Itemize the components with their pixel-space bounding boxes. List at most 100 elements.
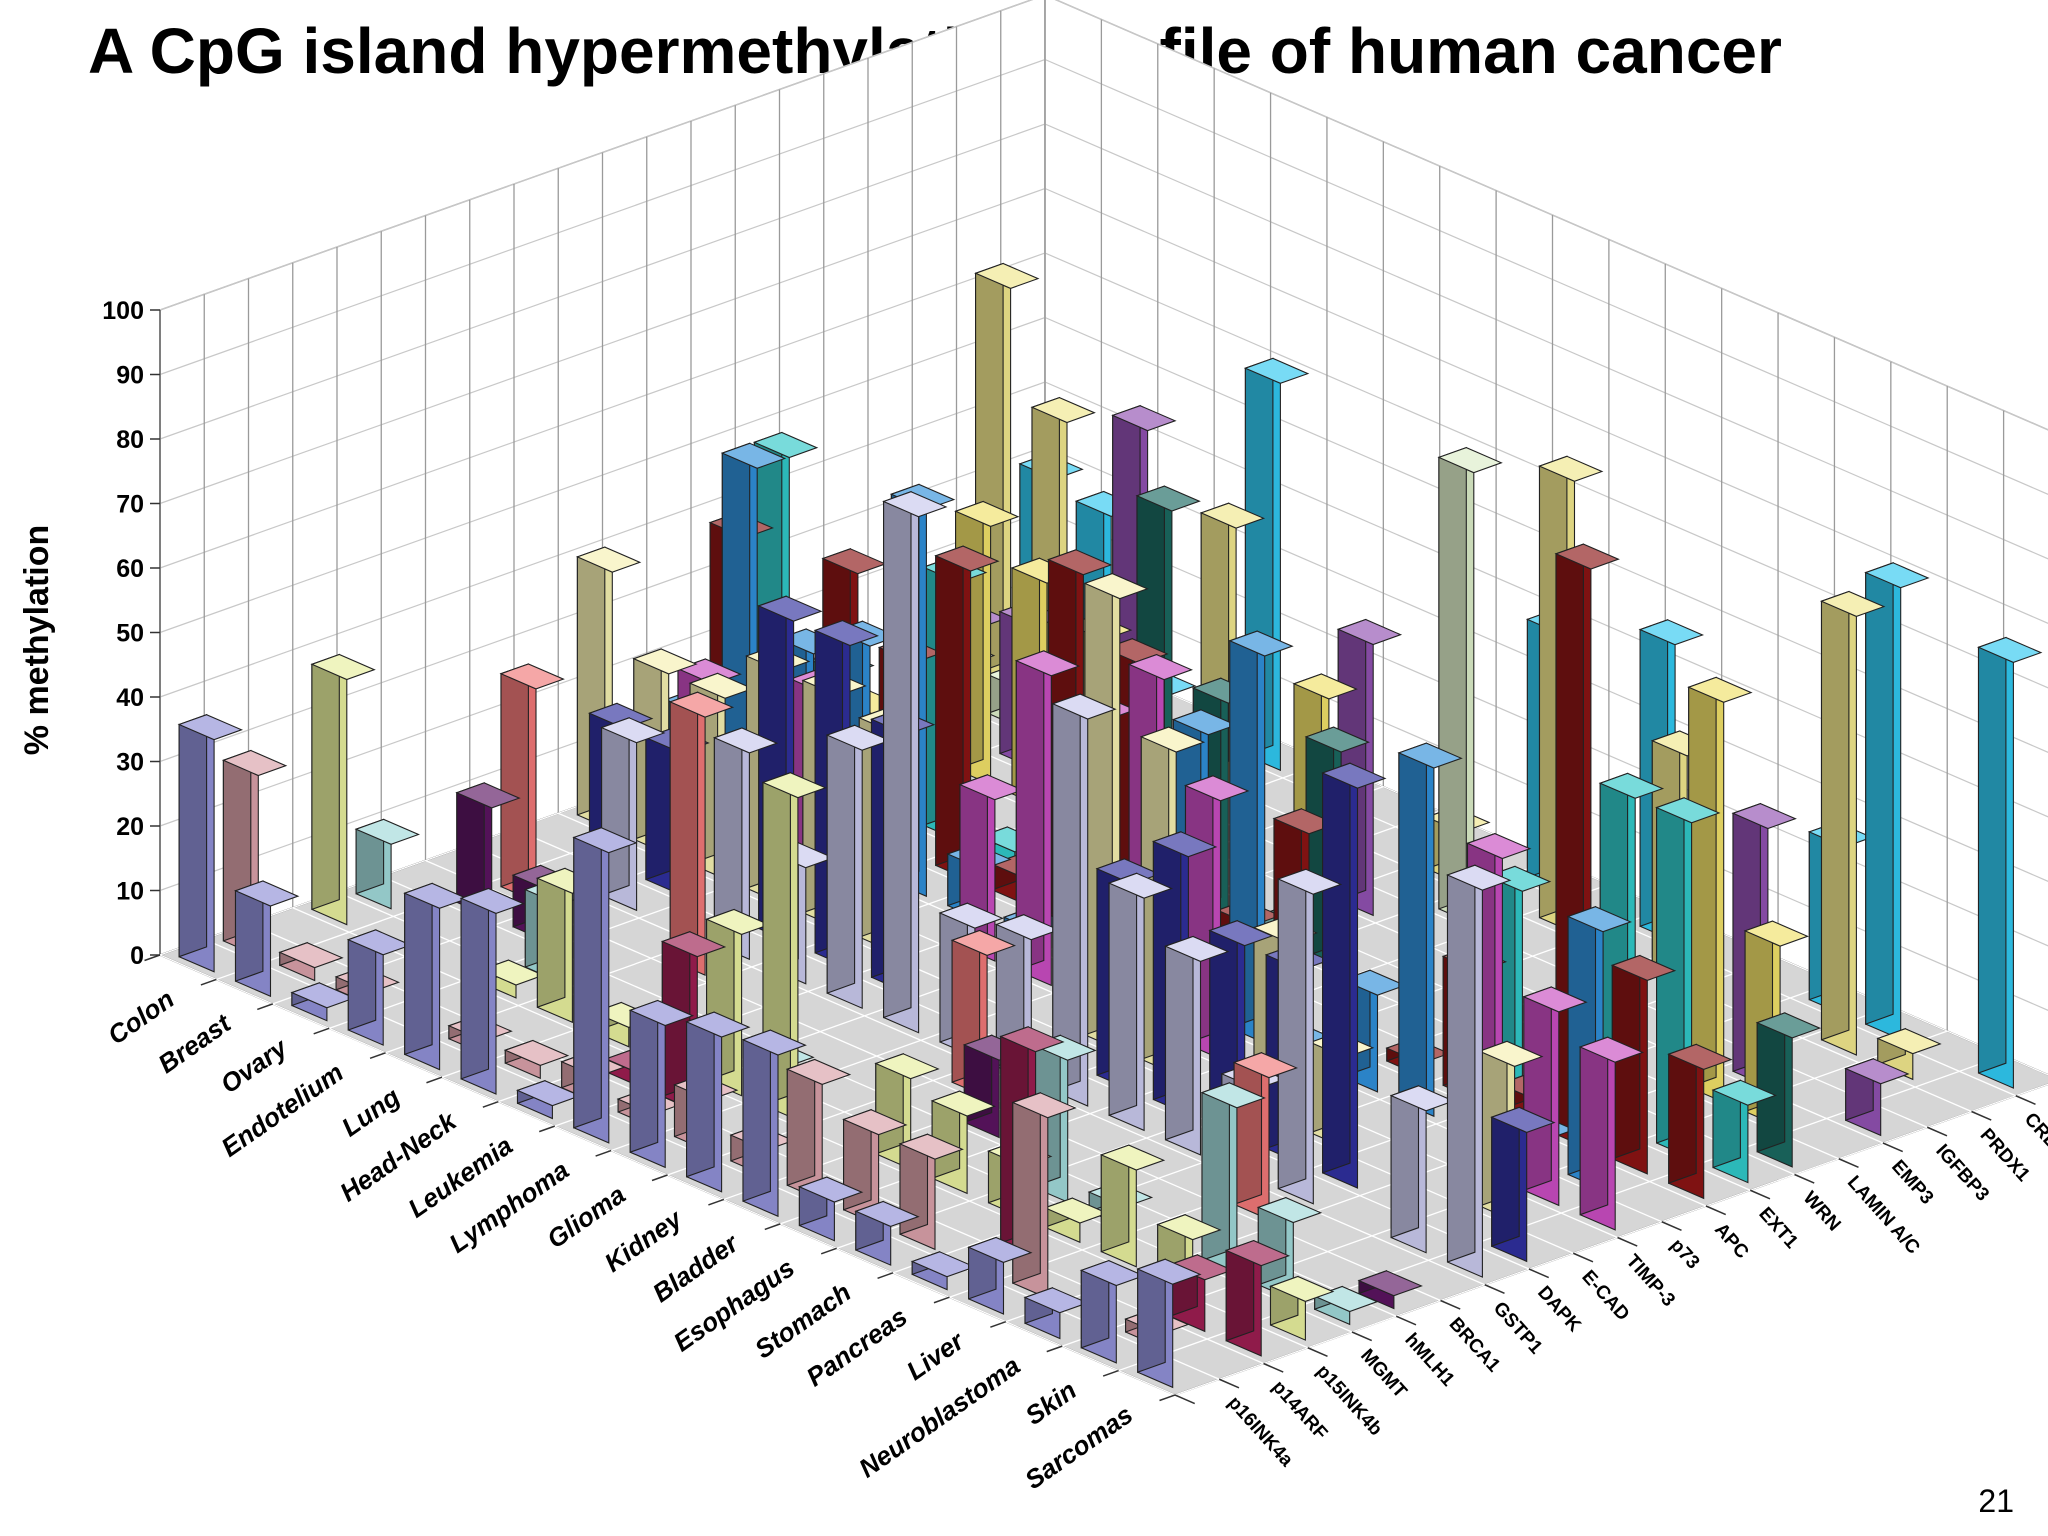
bar-top [898, 1133, 964, 1160]
gene-label: p73 [1666, 1235, 1704, 1273]
bar-top [278, 942, 344, 969]
bar [910, 1251, 977, 1291]
cancer-axis-tick [651, 1174, 668, 1182]
gene-axis-tick [1794, 1173, 1815, 1184]
bar-top [854, 1200, 920, 1227]
bar [278, 941, 344, 982]
bar-top [1232, 1052, 1299, 1079]
bar [741, 1029, 807, 1218]
bar-face-side [742, 1029, 771, 1202]
bar [1711, 1079, 1777, 1184]
cancer-label: Liver [901, 1325, 971, 1386]
z-tick-label: 80 [116, 426, 144, 454]
bar [1977, 636, 2043, 1089]
bar-face-side [1108, 872, 1138, 1117]
bar-top [785, 1058, 852, 1085]
bar-top [761, 772, 827, 799]
gene-label: PRDX1 [1976, 1125, 2034, 1186]
bar [1163, 935, 1230, 1156]
bar-face-side [1233, 1051, 1263, 1206]
bar-top [1554, 543, 1620, 570]
bar-face-side [1446, 864, 1476, 1263]
bar-top [1357, 1270, 1423, 1297]
bar [785, 1058, 852, 1202]
gene-label: GSTP1 [1489, 1298, 1547, 1359]
bar-top [1304, 726, 1370, 753]
bar-top [1099, 1144, 1166, 1171]
bar-top [354, 818, 420, 845]
bar-top [1135, 485, 1201, 512]
gene-label: MGMT [1356, 1345, 1411, 1402]
cancer-axis-tick [595, 1149, 612, 1157]
bar [354, 818, 420, 910]
bar [1023, 1287, 1089, 1340]
cancer-axis-tick [820, 1247, 837, 1255]
bar-face-side [1438, 446, 1467, 910]
bar-top [1598, 772, 1665, 799]
bar-top [1977, 636, 2043, 663]
z-tick-label: 60 [116, 555, 144, 583]
bar-face-side [645, 727, 674, 881]
bar-top [874, 1053, 940, 1080]
gene-axis-tick [1926, 1126, 1948, 1137]
z-axis-label: % methylation [18, 525, 56, 755]
cancer-axis-tick [1102, 1369, 1119, 1377]
bar-top [459, 887, 526, 914]
bar-top [1610, 954, 1677, 981]
bar [1389, 1085, 1455, 1254]
bar-top [1276, 868, 1343, 895]
bar [403, 882, 469, 1071]
bar-face-side [669, 691, 699, 961]
bar-face-side [1052, 693, 1081, 1092]
z-tick-label: 20 [116, 813, 144, 841]
cancer-axis-tick [933, 1296, 950, 1304]
bar-top [1107, 872, 1173, 899]
z-tick-label: 70 [116, 491, 144, 519]
bar [346, 929, 413, 1046]
bar-face-side [536, 867, 566, 1008]
bar-top [1292, 673, 1358, 700]
bar [310, 653, 376, 926]
gene-axis-tick [1882, 1142, 1904, 1153]
bar-top [1127, 654, 1193, 681]
cancer-axis-tick [1046, 1345, 1063, 1353]
z-tick-label: 100 [102, 297, 144, 325]
bar-top [221, 749, 288, 777]
gene-label: BRCA1 [1445, 1314, 1505, 1377]
bar-top [1184, 775, 1250, 802]
z-tick-label: 0 [130, 942, 144, 970]
bar-top [1446, 864, 1512, 891]
bar-face-side [1277, 868, 1307, 1190]
bar-top [1538, 455, 1604, 482]
bar-face-side [1820, 590, 1850, 1041]
bar-top [797, 1176, 864, 1203]
gene-axis-tick [1528, 1268, 1550, 1279]
bar [967, 1236, 1033, 1315]
bar-top [668, 691, 735, 718]
gene-axis-tick [1395, 1315, 1417, 1326]
bar-top [930, 1090, 996, 1117]
bar-face-side [1398, 742, 1427, 1102]
bar-top [1485, 865, 1552, 892]
z-tick-label: 10 [116, 878, 144, 906]
gene-axis-tick [1263, 1362, 1284, 1373]
bar [459, 887, 526, 1095]
bar [842, 1108, 908, 1226]
bar [1844, 1058, 1910, 1137]
cancer-axis-tick [708, 1198, 725, 1206]
bar [1610, 954, 1677, 1175]
bar [1107, 872, 1173, 1132]
bar-top [1269, 1275, 1335, 1302]
z-tick-label: 40 [116, 684, 144, 712]
bar [1446, 864, 1512, 1278]
cancer-label: Skin [1020, 1375, 1082, 1431]
bar-top [741, 1029, 807, 1056]
bar-top [628, 999, 695, 1027]
bar-top [1151, 831, 1218, 858]
bar-top [1136, 1258, 1202, 1285]
bar [1820, 590, 1886, 1056]
bar-face-side [500, 663, 529, 888]
bar-top [575, 546, 642, 573]
bar-top [1655, 797, 1721, 824]
